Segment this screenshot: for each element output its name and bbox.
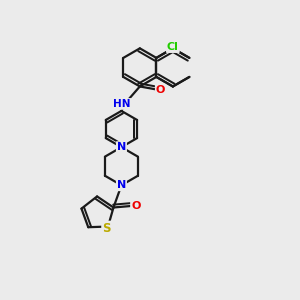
Text: O: O bbox=[131, 201, 140, 211]
Text: N: N bbox=[117, 180, 126, 190]
Text: HN: HN bbox=[113, 99, 131, 109]
Text: O: O bbox=[156, 85, 165, 94]
Text: N: N bbox=[117, 142, 126, 152]
Text: S: S bbox=[102, 222, 111, 235]
Text: Cl: Cl bbox=[167, 42, 179, 52]
